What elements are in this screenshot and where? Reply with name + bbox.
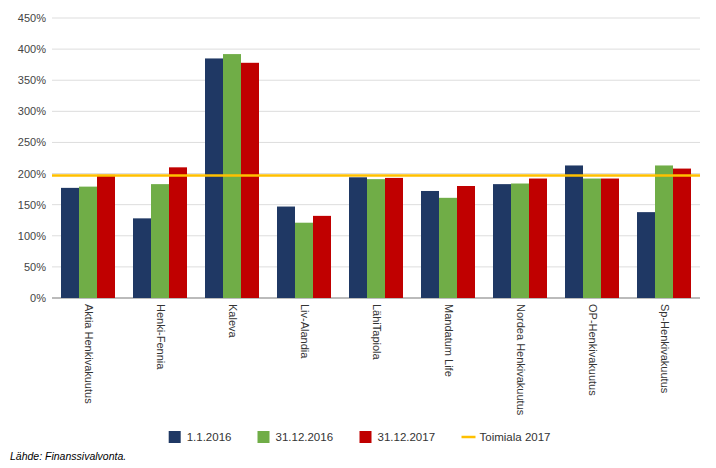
chart: 0% 50% 100% 150% 200% 250% 300% 350% 400% 450% Akt… xyxy=(0,0,716,468)
y-tick-label: 250% xyxy=(18,136,46,148)
bar xyxy=(565,165,583,298)
x-tick-label: Liv-Alandia xyxy=(299,304,311,359)
y-tick-label: 450% xyxy=(18,12,46,24)
legend-label: 1.1.2016 xyxy=(187,431,232,443)
x-tick-label: Nordea Henkivakuutus xyxy=(515,304,527,416)
x-tick-label: Kaleva xyxy=(227,304,239,339)
legend-label: Toimiala 2017 xyxy=(480,431,551,443)
y-tick-label: 100% xyxy=(18,230,46,242)
bar xyxy=(313,216,331,298)
grid-line xyxy=(52,80,700,81)
source: Lähde: Finanssivalvonta. xyxy=(10,450,126,462)
bar xyxy=(367,179,385,298)
x-tick-label: Aktia Henkivakuutus xyxy=(83,304,95,404)
x-tick-label: Mandatum Life xyxy=(443,304,455,377)
legend-label: 31.12.2016 xyxy=(276,431,334,443)
bar xyxy=(511,184,529,298)
grid-line xyxy=(52,142,700,143)
y-tick-label: 400% xyxy=(18,43,46,55)
y-tick-label: 200% xyxy=(18,168,46,180)
legend-swatch xyxy=(462,436,476,439)
bar xyxy=(151,184,169,298)
bar xyxy=(61,188,79,298)
bar xyxy=(385,178,403,298)
grid-line xyxy=(52,111,700,112)
bar xyxy=(79,187,97,298)
x-tick-label: Henki-Fennia xyxy=(155,304,167,370)
grid-line xyxy=(52,49,700,50)
bar xyxy=(493,184,511,298)
legend-swatch xyxy=(360,431,372,443)
bar xyxy=(133,218,151,298)
bar xyxy=(349,177,367,298)
grid xyxy=(52,18,700,298)
bar xyxy=(205,58,223,298)
bar xyxy=(457,186,475,298)
y-tick-label: 150% xyxy=(18,199,46,211)
bar xyxy=(637,212,655,298)
bar xyxy=(169,167,187,298)
y-tick-label: 0% xyxy=(30,292,46,304)
y-tick-label: 50% xyxy=(24,261,46,273)
bar xyxy=(583,179,601,298)
bar xyxy=(97,175,115,298)
x-tick-label: LähiTapiola xyxy=(371,304,383,361)
bar xyxy=(295,223,313,298)
bar xyxy=(421,191,439,298)
bar xyxy=(439,198,457,298)
bar xyxy=(277,207,295,298)
bar xyxy=(655,165,673,298)
x-tick-label: Sp-Henkivakuutus xyxy=(659,304,671,394)
legend-swatch xyxy=(169,431,181,443)
bar xyxy=(601,179,619,298)
bar xyxy=(241,63,259,298)
plot-area xyxy=(52,54,700,298)
bar xyxy=(529,179,547,298)
grid-line xyxy=(52,18,700,19)
grid-line xyxy=(52,173,700,174)
legend-swatch xyxy=(258,431,270,443)
legend: 1.1.2016 31.12.2016 31.12.2017 Toimiala 201… xyxy=(169,431,551,443)
bar xyxy=(673,169,691,298)
x-tick-label: OP-Henkivakuutus xyxy=(587,304,599,396)
reference-line xyxy=(52,174,700,177)
y-tick-label: 300% xyxy=(18,105,46,117)
legend-label: 31.12.2017 xyxy=(378,431,436,443)
y-tick-label: 350% xyxy=(18,74,46,86)
